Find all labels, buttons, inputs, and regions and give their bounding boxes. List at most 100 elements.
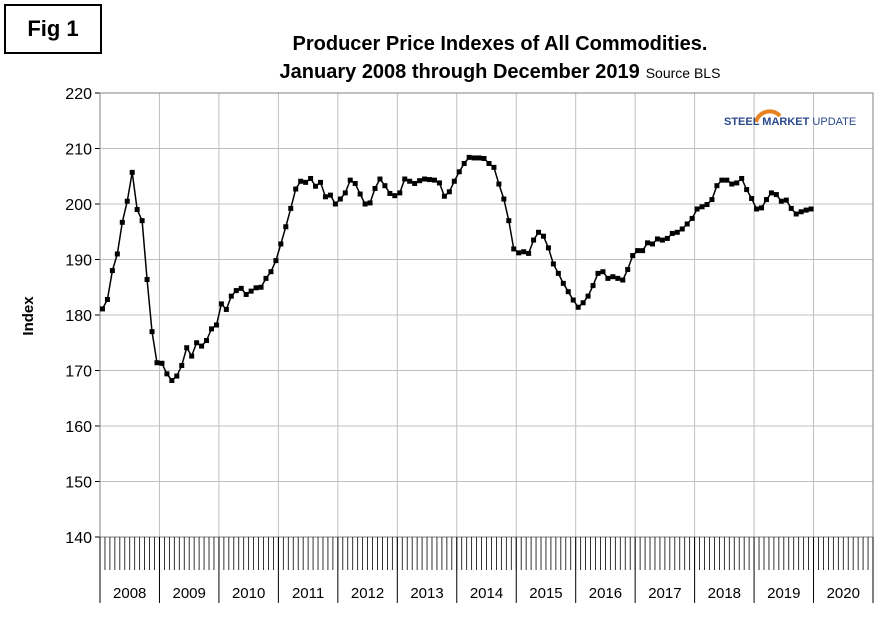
data-point [283,224,289,230]
data-point [412,180,418,186]
data-point [501,196,507,202]
data-point [580,300,586,306]
chart-title-line1: Producer Price Indexes of All Commoditie… [292,33,708,55]
y-tick-label: 190 [65,253,92,270]
data-point [590,283,596,289]
y-axis-label: Index [20,296,37,336]
data-point [357,191,363,197]
data-point [620,277,626,283]
data-point [268,269,274,275]
data-point [669,230,675,236]
data-point [327,192,333,198]
data-point [654,236,660,242]
chart-source: Source BLS [645,65,721,81]
x-year-label: 2017 [648,585,681,602]
data-point [213,322,219,328]
data-point [491,164,497,170]
data-point [773,192,779,198]
data-point [392,193,398,199]
data-point [536,229,542,235]
data-point [134,207,140,213]
data-point [729,181,735,187]
data-point [387,190,393,196]
chart-title-line2: January 2008 through December 2019 Source… [200,61,800,84]
data-point [630,253,636,259]
x-year-label: 2013 [410,585,443,602]
x-year-label: 2016 [589,585,622,602]
data-point [397,190,403,196]
data-point [610,274,616,280]
data-point [273,258,279,264]
data-point [278,241,284,247]
data-point [754,206,760,212]
data-point [793,211,799,217]
data-point [441,193,447,199]
data-point [189,353,195,359]
data-point [699,204,705,210]
data-point [149,329,155,335]
data-point [322,194,328,200]
data-point [332,201,338,207]
data-point [436,180,442,186]
data-point [407,178,413,184]
data-point [778,198,784,204]
data-point [313,183,319,189]
data-point [446,189,452,195]
data-point [788,205,794,211]
data-point [422,176,428,182]
data-point [402,176,408,182]
data-point [451,178,457,184]
data-point [104,296,110,302]
data-point [640,248,646,254]
chart-title-date-range: January 2008 through December 2019 [279,61,640,83]
data-point [516,250,522,256]
data-point [263,275,269,281]
data-point [595,270,601,276]
data-point [540,233,546,239]
data-point [768,190,774,196]
data-point [714,183,720,189]
logo-text-bold: STEEL MARKET [724,116,810,128]
data-point [288,205,294,211]
data-point [174,373,180,379]
data-point [461,160,467,166]
data-point [709,197,715,203]
y-tick-label: 210 [65,142,92,159]
data-point [659,237,665,243]
data-point [506,218,512,224]
data-point [570,297,576,303]
x-year-label: 2020 [827,585,860,602]
data-point [560,280,566,286]
logo-text-light: UPDATE [812,116,857,128]
data-point [704,202,710,208]
data-point [248,288,254,294]
data-point [362,201,368,207]
x-year-label: 2018 [708,585,741,602]
data-point [258,284,264,290]
data-point [223,306,229,312]
data-point [476,155,482,161]
data-point [119,219,125,225]
data-point [293,186,299,192]
data-point [342,190,348,196]
data-point [550,261,556,267]
data-series [99,154,814,383]
data-point [471,155,477,161]
data-point [159,360,165,366]
data-point [545,245,551,251]
data-point [724,177,730,183]
data-point [645,240,651,246]
data-point [689,215,695,221]
data-point [744,187,750,193]
data-point [600,269,606,275]
data-point [759,205,765,211]
data-point [337,196,343,202]
x-year-label: 2015 [529,585,562,602]
data-point [605,275,611,281]
data-point [798,209,804,215]
data-point [318,179,324,185]
data-point [486,160,492,166]
data-point [308,175,314,181]
data-point [233,288,239,294]
data-point [367,200,373,206]
